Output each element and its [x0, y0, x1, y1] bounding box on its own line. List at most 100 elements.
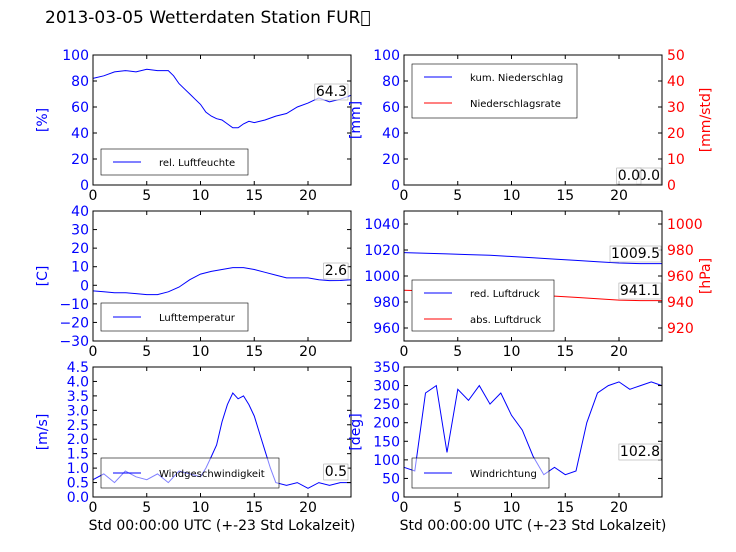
humidity-value-label: 64.3 [316, 84, 347, 100]
windspeed-value-label-box [323, 463, 349, 481]
temperature-ytick-label: −10 [59, 297, 89, 313]
temperature-ytick-label: 30 [71, 223, 89, 239]
windspeed-legend-label: Windgeschwindigkeit [159, 469, 265, 480]
windspeed-value-label: 0.5 [325, 464, 347, 480]
temperature-xtick-label: 0 [89, 344, 98, 360]
precipitation-axes-frame [403, 54, 663, 186]
temperature-xtick-label: 15 [245, 344, 263, 360]
pressure-xtick-label: 5 [453, 344, 462, 360]
temperature-value-label: 2.6 [325, 263, 347, 279]
pressure-value-label-2: 941.1 [620, 283, 660, 299]
windspeed-xtick-label: 0 [89, 500, 98, 516]
winddir-legend-label: Windrichtung [470, 469, 537, 480]
humidity-legend-label: rel. Luftfeuchte [159, 158, 235, 169]
temperature-ytick-label: 0 [80, 278, 89, 294]
winddir-xtick-label: 15 [556, 500, 574, 516]
precipitation-ytick-right-label: 50 [667, 48, 685, 64]
pressure-ytick-label: 1040 [364, 217, 400, 233]
winddir-xtick-label: 0 [400, 500, 409, 516]
precipitation-ylabel: [mm] [348, 101, 364, 139]
temperature-xtick-label: 20 [299, 344, 317, 360]
precipitation-ytick-right-label: 40 [667, 74, 685, 90]
winddir-ytick-label: 100 [373, 453, 400, 469]
precipitation-ytick-right-label: 30 [667, 100, 685, 116]
temperature-ytick-label: 10 [71, 260, 89, 276]
windspeed-ytick-label: 2.0 [67, 432, 89, 448]
winddir-xtick-label: 20 [610, 500, 628, 516]
windspeed-xtick-label: 10 [192, 500, 210, 516]
winddir-ytick-label: 300 [373, 379, 400, 395]
pressure-ytick-label: 980 [373, 295, 400, 311]
windspeed-ytick-label: 2.5 [67, 418, 89, 434]
humidity-xtick-label: 15 [245, 188, 263, 204]
winddir-ytick-label: 0 [391, 490, 400, 506]
precipitation-xtick-label: 20 [610, 188, 628, 204]
precipitation-ytick-label: 100 [373, 48, 400, 64]
precipitation-ytick-label: 60 [382, 100, 400, 116]
pressure-xtick-label: 10 [503, 344, 521, 360]
humidity-ytick-label: 100 [62, 48, 89, 64]
windspeed-ytick-label: 4.5 [67, 360, 89, 376]
winddir-ytick-label: 150 [373, 434, 400, 450]
precipitation-ytick-right-label: 20 [667, 126, 685, 142]
pressure-xtick-label: 20 [610, 344, 628, 360]
pressure-value-label-2-box [618, 282, 662, 300]
pressure-ytick-label: 960 [373, 321, 400, 337]
pressure-ytick-label: 1020 [364, 243, 400, 259]
pressure-value-label-box [609, 245, 662, 263]
precipitation-xtick-label: 0 [400, 188, 409, 204]
humidity-axes-frame [92, 54, 352, 186]
windspeed-xtick-label: 20 [299, 500, 317, 516]
winddir-ytick-label: 200 [373, 416, 400, 432]
precipitation-ytick-right-label: 0 [667, 178, 676, 194]
humidity-ylabel: [%] [35, 108, 51, 132]
humidity-ytick-label: 60 [71, 100, 89, 116]
pressure-xtick-label: 0 [400, 344, 409, 360]
humidity-series-line-0 [92, 68, 352, 129]
temperature-series-line-0 [92, 267, 352, 296]
temperature-ylabel: [C] [35, 266, 51, 287]
pressure-ylabel-right: [hPa] [698, 258, 714, 294]
precipitation-legend-label: kum. Niederschlag [470, 73, 563, 84]
winddir-ytick-label: 50 [382, 471, 400, 487]
precipitation-legend-label: Niederschlagsrate [470, 99, 561, 110]
humidity-ytick-label: 20 [71, 152, 89, 168]
precipitation-xtick-label: 15 [556, 188, 574, 204]
humidity-ytick-label: 80 [71, 74, 89, 90]
temperature-ytick-label: 20 [71, 241, 89, 257]
temperature-xtick-label: 10 [192, 344, 210, 360]
winddir-axes-frame [403, 366, 663, 498]
pressure-legend-label: abs. Luftdruck [470, 315, 541, 326]
winddir-ytick-label: 350 [373, 360, 400, 376]
pressure-legend-box [411, 279, 555, 332]
pressure-ytick-right-label: 920 [667, 321, 694, 337]
humidity-ytick-label: 40 [71, 126, 89, 142]
windspeed-ytick-label: 4.0 [67, 374, 89, 390]
humidity-value-label-box [314, 83, 349, 101]
precipitation-value-label-2: 0.0 [618, 168, 640, 184]
temperature-ytick-label: −20 [59, 315, 89, 331]
temperature-ytick-label: 40 [71, 204, 89, 220]
windspeed-ytick-label: 1.5 [67, 447, 89, 463]
temperature-ytick-label: −30 [59, 334, 89, 350]
windspeed-ytick-label: 0.0 [67, 490, 89, 506]
winddir-series-line-0 [403, 381, 663, 476]
precipitation-legend-box [411, 63, 578, 119]
windspeed-ytick-label: 0.5 [67, 476, 89, 492]
precipitation-ytick-right-label: 10 [667, 152, 685, 168]
winddir-ytick-label: 250 [373, 397, 400, 413]
windspeed-ytick-label: 1.0 [67, 461, 89, 477]
pressure-ytick-label: 1000 [364, 269, 400, 285]
windspeed-ylabel: [m/s] [35, 414, 51, 451]
windspeed-xlabel: Std 00:00:00 UTC (+-23 Std Lokalzeit) [89, 518, 356, 534]
precipitation-ytick-label: 40 [382, 126, 400, 142]
precipitation-ytick-label: 0 [391, 178, 400, 194]
pressure-xtick-label: 15 [556, 344, 574, 360]
pressure-ytick-right-label: 940 [667, 295, 694, 311]
temperature-legend-label: Lufttemperatur [159, 313, 236, 324]
precipitation-ylabel-right: [mm/std] [698, 88, 714, 153]
humidity-xtick-label: 5 [142, 188, 151, 204]
temperature-value-label-box [323, 262, 349, 280]
